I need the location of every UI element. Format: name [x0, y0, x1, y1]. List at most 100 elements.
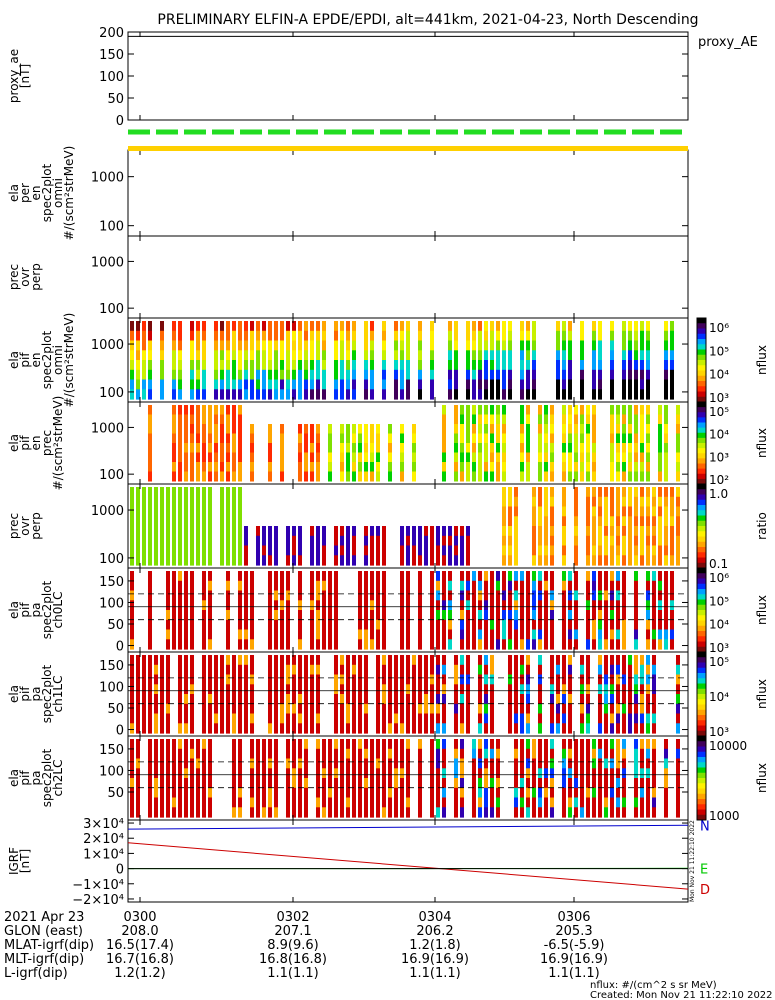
spectro-cell [310, 350, 314, 361]
spectro-cell [586, 674, 590, 685]
spectro-cell [610, 414, 614, 425]
y-axis-label: ovr [18, 516, 32, 535]
spectro-cell [286, 369, 290, 381]
spectro-cell [550, 674, 554, 685]
spectro-cell [274, 321, 278, 332]
spectro-cell [382, 684, 386, 695]
spectro-cell [382, 674, 386, 685]
spectro-cell [448, 629, 452, 640]
colorbar-swatch [697, 381, 706, 387]
spectro-cell [490, 321, 494, 332]
spectro-cell [316, 723, 320, 734]
spectro-cell [604, 629, 608, 640]
spectro-cell [526, 739, 530, 750]
spectro-cell [142, 516, 146, 527]
spectro-cell [592, 405, 596, 415]
spectro-cell [634, 684, 638, 695]
spectro-cell [166, 723, 170, 734]
spectro-cell [130, 590, 134, 601]
spectro-cell [340, 330, 344, 342]
spectro-cell [250, 360, 254, 371]
spectro-cell [424, 713, 428, 724]
spectro-cell [598, 571, 602, 582]
spectro-cell [532, 600, 536, 611]
colorbar-swatch [697, 783, 706, 789]
spectro-cell [310, 545, 314, 556]
spectro-cell [586, 787, 590, 799]
spectro-cell [184, 610, 188, 621]
spectro-cell [304, 768, 308, 779]
spectro-cell [544, 462, 548, 472]
spectro-cell [544, 405, 548, 415]
spectro-cell [202, 703, 206, 715]
y-axis-label: pa [29, 771, 43, 786]
spectro-cell [520, 610, 524, 621]
spectro-cell [340, 526, 344, 537]
spectro-cell [160, 555, 164, 566]
spectro-cell [466, 610, 470, 621]
panel-frame [127, 149, 689, 237]
spectro-cell [394, 758, 398, 769]
spectro-cell [208, 555, 212, 566]
spectro-cell [562, 807, 566, 818]
spectro-cell [130, 748, 134, 760]
spectro-cell [598, 350, 602, 361]
spectro-cell [298, 664, 302, 676]
spectro-cell [508, 535, 512, 547]
spectro-cell [490, 694, 494, 705]
spectro-cell [616, 684, 620, 695]
spectro-cell [160, 330, 164, 342]
spectro-cell [394, 739, 398, 750]
spectro-cell [142, 535, 146, 547]
spectro-cell [244, 321, 248, 332]
spectro-cell [514, 506, 518, 517]
spectro-cell [622, 545, 626, 556]
spectro-cell [364, 590, 368, 601]
spectro-cell [454, 655, 458, 666]
spectro-cell [166, 655, 170, 666]
spectro-cell [280, 571, 284, 582]
spectro-cell [160, 758, 164, 769]
spectro-cell [622, 797, 626, 808]
spectro-cell [184, 516, 188, 527]
spectro-cell [514, 580, 518, 592]
spectro-cell [388, 703, 392, 715]
y-axis-label: ela [7, 685, 21, 703]
spectro-cell [274, 619, 278, 631]
colorbar-swatch [697, 667, 706, 674]
spectro-cell [520, 424, 524, 434]
spectro-cell [610, 330, 614, 342]
spectro-cell [388, 433, 392, 444]
spectro-cell [610, 452, 614, 463]
spectro-cell [292, 526, 296, 537]
spectro-cell [610, 748, 614, 760]
spectro-cell [550, 471, 554, 482]
spectro-cell [268, 713, 272, 724]
spectro-cell [346, 424, 350, 434]
spectro-cell [226, 379, 230, 390]
spectro-cell [130, 369, 134, 381]
spectro-cell [676, 787, 680, 799]
spectro-cell [592, 433, 596, 444]
spectro-cell [634, 713, 638, 724]
spectro-cell [340, 739, 344, 750]
spectro-cell [610, 797, 614, 808]
spectro-cell [166, 571, 170, 582]
spectro-cell [364, 369, 368, 381]
spectro-cell [394, 694, 398, 705]
spectro-cell [274, 639, 278, 650]
spectro-cell [508, 684, 512, 695]
spectro-cell [646, 414, 650, 425]
spectro-cell [646, 639, 650, 650]
spectro-cell [262, 545, 266, 556]
spectro-cell [412, 684, 416, 695]
spectro-cell [640, 424, 644, 434]
spectro-cell [574, 545, 578, 556]
spectro-cell [400, 664, 404, 676]
spectro-cell [634, 797, 638, 808]
spectro-cell [370, 807, 374, 818]
spectro-cell [496, 768, 500, 779]
